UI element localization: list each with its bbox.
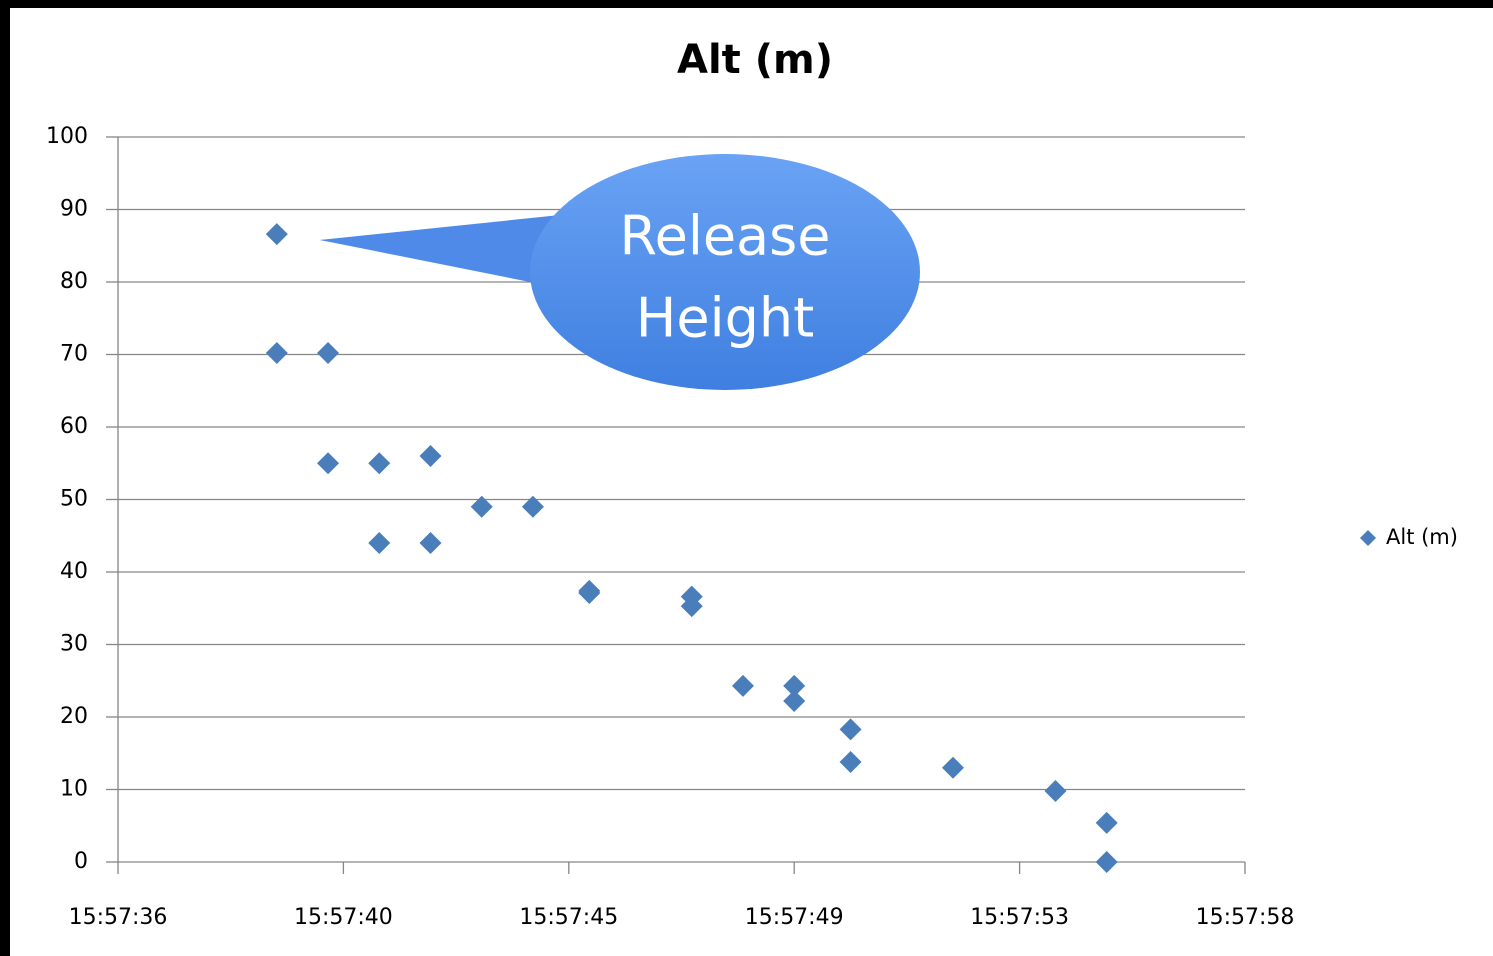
point xyxy=(731,674,754,697)
point xyxy=(680,595,703,618)
y-tick-label: 60 xyxy=(60,414,88,439)
annotation-line: Release xyxy=(620,205,831,268)
chart-background xyxy=(10,8,1493,956)
point xyxy=(419,532,442,554)
plot-area: 0 10 20 30 40 50 60 70 80 90 100 15:57:36 15:57:40 15… xyxy=(46,124,1458,930)
y-tick-label: 30 xyxy=(60,632,88,657)
point xyxy=(1044,779,1067,802)
x-tick-label: 15:57:36 xyxy=(69,905,168,930)
y-tick-label: 40 xyxy=(60,559,88,584)
x-tick-label: 15:57:45 xyxy=(519,905,618,930)
point xyxy=(942,756,965,779)
y-tick-label: 80 xyxy=(60,269,88,294)
point xyxy=(265,342,288,365)
point xyxy=(521,495,544,518)
y-tick-label: 90 xyxy=(60,197,88,222)
point xyxy=(317,452,340,475)
point xyxy=(419,445,442,467)
callout: Release Height xyxy=(320,154,920,390)
point xyxy=(265,223,288,246)
legend-marker xyxy=(1360,530,1376,546)
x-tick-label: 15:57:53 xyxy=(970,905,1069,930)
point xyxy=(470,495,493,518)
callout-bubble xyxy=(530,154,920,390)
y-tick-label: 0 xyxy=(74,849,88,874)
y-tick-label: 70 xyxy=(60,342,88,367)
point xyxy=(368,452,391,475)
point xyxy=(839,750,862,773)
point xyxy=(578,582,601,605)
point xyxy=(1095,851,1118,873)
y-tick-label: 10 xyxy=(60,777,88,802)
point xyxy=(317,342,340,365)
chart-title: Alt (m) xyxy=(677,37,833,83)
y-tick-label: 100 xyxy=(46,124,88,149)
point xyxy=(839,718,862,741)
x-tick-label: 15:57:40 xyxy=(294,905,393,930)
point xyxy=(368,532,391,554)
point xyxy=(783,690,806,713)
y-tick-label: 50 xyxy=(60,487,88,512)
annotation-line: Height xyxy=(636,287,815,350)
x-tick-label: 15:57:49 xyxy=(745,905,844,930)
x-tick-label: 15:57:58 xyxy=(1196,905,1295,930)
point xyxy=(783,674,806,697)
legend-label: Alt (m) xyxy=(1386,525,1458,549)
callout-tail xyxy=(320,220,570,282)
y-tick-label: 20 xyxy=(60,704,88,729)
point xyxy=(1095,811,1118,834)
